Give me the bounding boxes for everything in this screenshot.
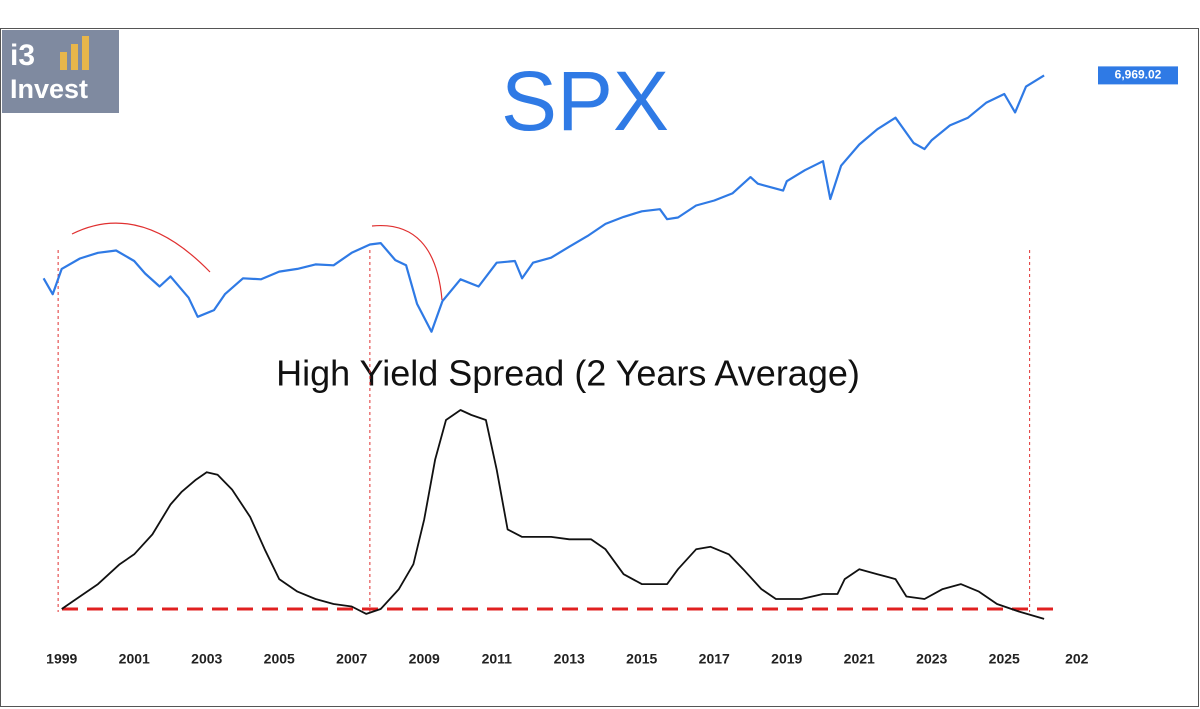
data-line — [61, 409, 1045, 620]
x-tick-label: 2007 — [336, 651, 367, 667]
chart-title: SPX — [501, 54, 669, 148]
logo-text: i3 — [10, 39, 35, 72]
price-label-box — [1098, 66, 1178, 85]
x-tick-label: 2025 — [989, 651, 1020, 667]
x-tick-label: 2017 — [699, 651, 730, 667]
frame — [0, 28, 1199, 707]
x-tick-label: 2015 — [626, 651, 657, 667]
x-tick-label: 2019 — [771, 651, 802, 667]
logo-bar — [60, 52, 67, 70]
chart-title: High Yield Spread (2 Years Average) — [276, 353, 860, 394]
arc-annotation — [71, 222, 211, 273]
price-label: 6,969.02 — [1115, 68, 1162, 82]
x-tick-label: 2003 — [191, 651, 222, 667]
data-line — [42, 74, 1045, 333]
arc-annotation — [371, 224, 443, 301]
x-tick-label: 2001 — [119, 651, 150, 667]
x-tick-label: 2013 — [554, 651, 585, 667]
x-tick-label: 2011 — [482, 651, 513, 667]
x-tick-label: 2023 — [916, 651, 947, 667]
logo-box — [2, 30, 119, 113]
x-tick-label: 2021 — [844, 651, 875, 667]
logo: i3 Invest — [2, 30, 119, 113]
x-tick-label: 2009 — [409, 651, 440, 667]
logo-bar — [71, 44, 78, 70]
x-tick-label: 202 — [1065, 651, 1089, 667]
x-tick-label: 1999 — [46, 651, 77, 667]
logo-bar — [82, 36, 89, 70]
x-tick-label: 2005 — [264, 651, 295, 667]
logo-text: Invest — [10, 74, 88, 104]
